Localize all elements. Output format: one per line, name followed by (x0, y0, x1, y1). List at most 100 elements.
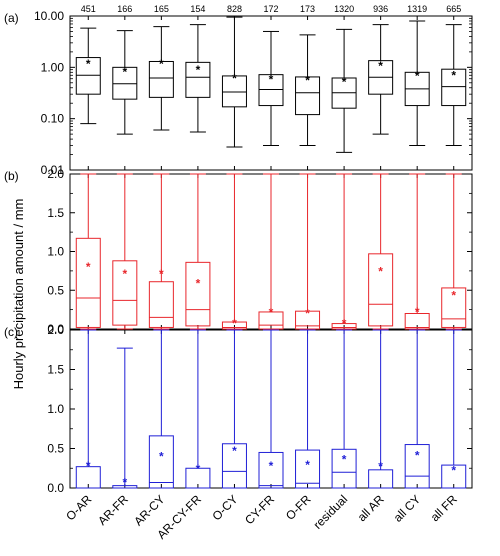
box-all-fr: * (441, 173, 467, 330)
mean-marker: * (232, 72, 237, 86)
y-tick-label: 0.0 (47, 481, 64, 495)
x-tick-label: all AR (355, 492, 387, 524)
iqr-box (295, 449, 321, 489)
iqr-box (258, 311, 284, 330)
panel-label: (b) (4, 169, 19, 183)
y-tick-label: 1.0 (47, 245, 64, 259)
mean-marker: * (415, 305, 420, 319)
box-o-fr: * (295, 329, 321, 489)
box-all-ar: * (368, 329, 394, 489)
sample-count: 172 (263, 4, 278, 14)
x-tick-label: CY-FR (242, 492, 277, 527)
x-tick-label: all FR (428, 492, 460, 524)
mean-marker: * (196, 276, 201, 290)
mean-marker: * (269, 72, 274, 86)
mean-marker: * (86, 57, 91, 71)
box-residual: * (331, 173, 357, 331)
iqr-box (221, 321, 247, 330)
sample-count: 154 (190, 4, 205, 14)
box-o-cy: * (221, 16, 247, 148)
mean-marker: * (378, 460, 383, 474)
mean-marker: * (415, 449, 420, 463)
iqr-box (331, 323, 357, 330)
x-tick-label: all CY (391, 492, 424, 525)
iqr-box (221, 443, 247, 489)
iqr-box (368, 253, 394, 327)
sample-count: 828 (227, 4, 242, 14)
y-tick-label: 0.10 (41, 112, 65, 126)
iqr-box (331, 448, 357, 489)
sample-count: 1319 (407, 4, 427, 14)
mean-marker: * (342, 75, 347, 89)
box-ar-fr: * (112, 347, 138, 489)
mean-marker: * (451, 289, 456, 303)
y-tick-label: 0.01 (41, 163, 65, 177)
sample-count: 165 (154, 4, 169, 14)
box-residual: * (331, 28, 357, 153)
y-tick-label: 0.5 (47, 442, 64, 456)
mean-marker: * (196, 63, 201, 77)
mean-marker: * (305, 307, 310, 321)
box-all-fr: * (441, 24, 467, 147)
mean-marker: * (159, 267, 164, 281)
box-cy-fr: * (258, 30, 284, 147)
iqr-box (221, 75, 247, 108)
mean-marker: * (159, 449, 164, 463)
sample-count: 166 (117, 4, 132, 14)
panel-label: (c) (4, 325, 18, 339)
mean-marker: * (196, 462, 201, 476)
iqr-box (75, 237, 101, 328)
panel-b: (b) 2.0 1.5 1.0 0.5 0.0 * * * * * * * * * * * (4, 167, 473, 336)
sample-count: 451 (81, 4, 96, 14)
y-tick-label: 10.00 (34, 9, 64, 23)
box-ar-fr: * (112, 173, 138, 330)
iqr-box (258, 451, 284, 489)
mean-marker: * (159, 57, 164, 71)
sample-count: 665 (446, 4, 461, 14)
y-tick-label: 2.0 (47, 323, 64, 337)
x-tick-label: O-FR (283, 492, 314, 523)
box-cy-fr: * (258, 173, 284, 330)
box-ar-cy: * (148, 26, 174, 131)
iqr-box (295, 310, 321, 330)
y-tick-label: 1.0 (47, 402, 64, 416)
y-tick-label: 1.00 (41, 60, 65, 74)
iqr-box (441, 68, 467, 107)
mean-marker: * (269, 459, 274, 473)
y-tick-label: 1.5 (47, 363, 64, 377)
box-o-cy: * (221, 329, 247, 489)
iqr-box (148, 60, 174, 98)
panel-a: (a) 10.00 1.00 0.10 0.01 * * * * * * * * * * * (4, 9, 473, 177)
mean-marker: * (305, 74, 310, 88)
iqr-box (75, 57, 101, 95)
mean-marker: * (86, 459, 91, 473)
box-o-fr: * (295, 173, 321, 330)
iqr-box (185, 261, 211, 327)
box-o-fr: * (295, 34, 321, 147)
x-tick-label: O-CY (209, 492, 240, 523)
box-ar-fr: * (112, 30, 138, 135)
panel-c: (c) 2.0 1.5 1.0 0.5 0.0 * * * * * * * * * * * (4, 323, 473, 495)
box-residual: * (331, 329, 357, 489)
box-all-fr: * (441, 329, 467, 489)
iqr-box (148, 435, 174, 489)
box-o-ar: * (75, 329, 101, 489)
box-all-cy: * (404, 20, 430, 147)
mean-marker: * (451, 68, 456, 82)
mean-marker: * (232, 444, 237, 458)
sample-count: 1320 (334, 4, 354, 14)
x-tick-label: O-AR (63, 492, 94, 523)
box-ar-cy: * (148, 329, 174, 489)
mean-marker: * (122, 475, 127, 489)
y-tick-label: 0.0 (47, 322, 64, 336)
iqr-box (258, 74, 284, 107)
iqr-box (112, 260, 138, 326)
box-all-ar: * (368, 173, 394, 330)
mean-marker: * (232, 317, 237, 331)
sample-count: 936 (373, 4, 388, 14)
box-all-ar: * (368, 24, 394, 135)
mean-marker: * (122, 65, 127, 79)
mean-marker: * (415, 69, 420, 83)
